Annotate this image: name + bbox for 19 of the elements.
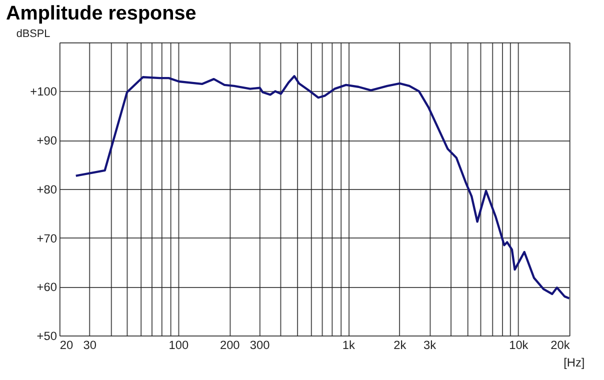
y-tick-label: +70 — [36, 231, 58, 246]
x-tick-label: 300 — [250, 338, 270, 352]
x-tick-label: 100 — [168, 338, 190, 352]
x-tick-label: 10k — [509, 338, 528, 352]
chart-title: Amplitude response — [6, 2, 196, 25]
y-tick-label: +80 — [36, 182, 58, 196]
x-tick-label: 30 — [83, 338, 97, 352]
y-tick-label: +60 — [36, 280, 58, 294]
x-tick-label: 1k — [342, 338, 356, 352]
y-axis-title: dBSPL — [16, 28, 50, 40]
y-tick-label: +90 — [36, 134, 58, 148]
x-axis-title: [Hz] — [564, 356, 585, 370]
x-tick-label: 2k — [394, 338, 406, 352]
y-tick-label: +50 — [36, 328, 58, 343]
x-tick-label: 3k — [424, 338, 436, 352]
x-tick-label: 20 — [60, 338, 74, 352]
y-tick-label: +100 — [30, 84, 58, 99]
x-tick-label: 20k — [550, 338, 570, 352]
x-tick-label: 200 — [220, 338, 240, 352]
